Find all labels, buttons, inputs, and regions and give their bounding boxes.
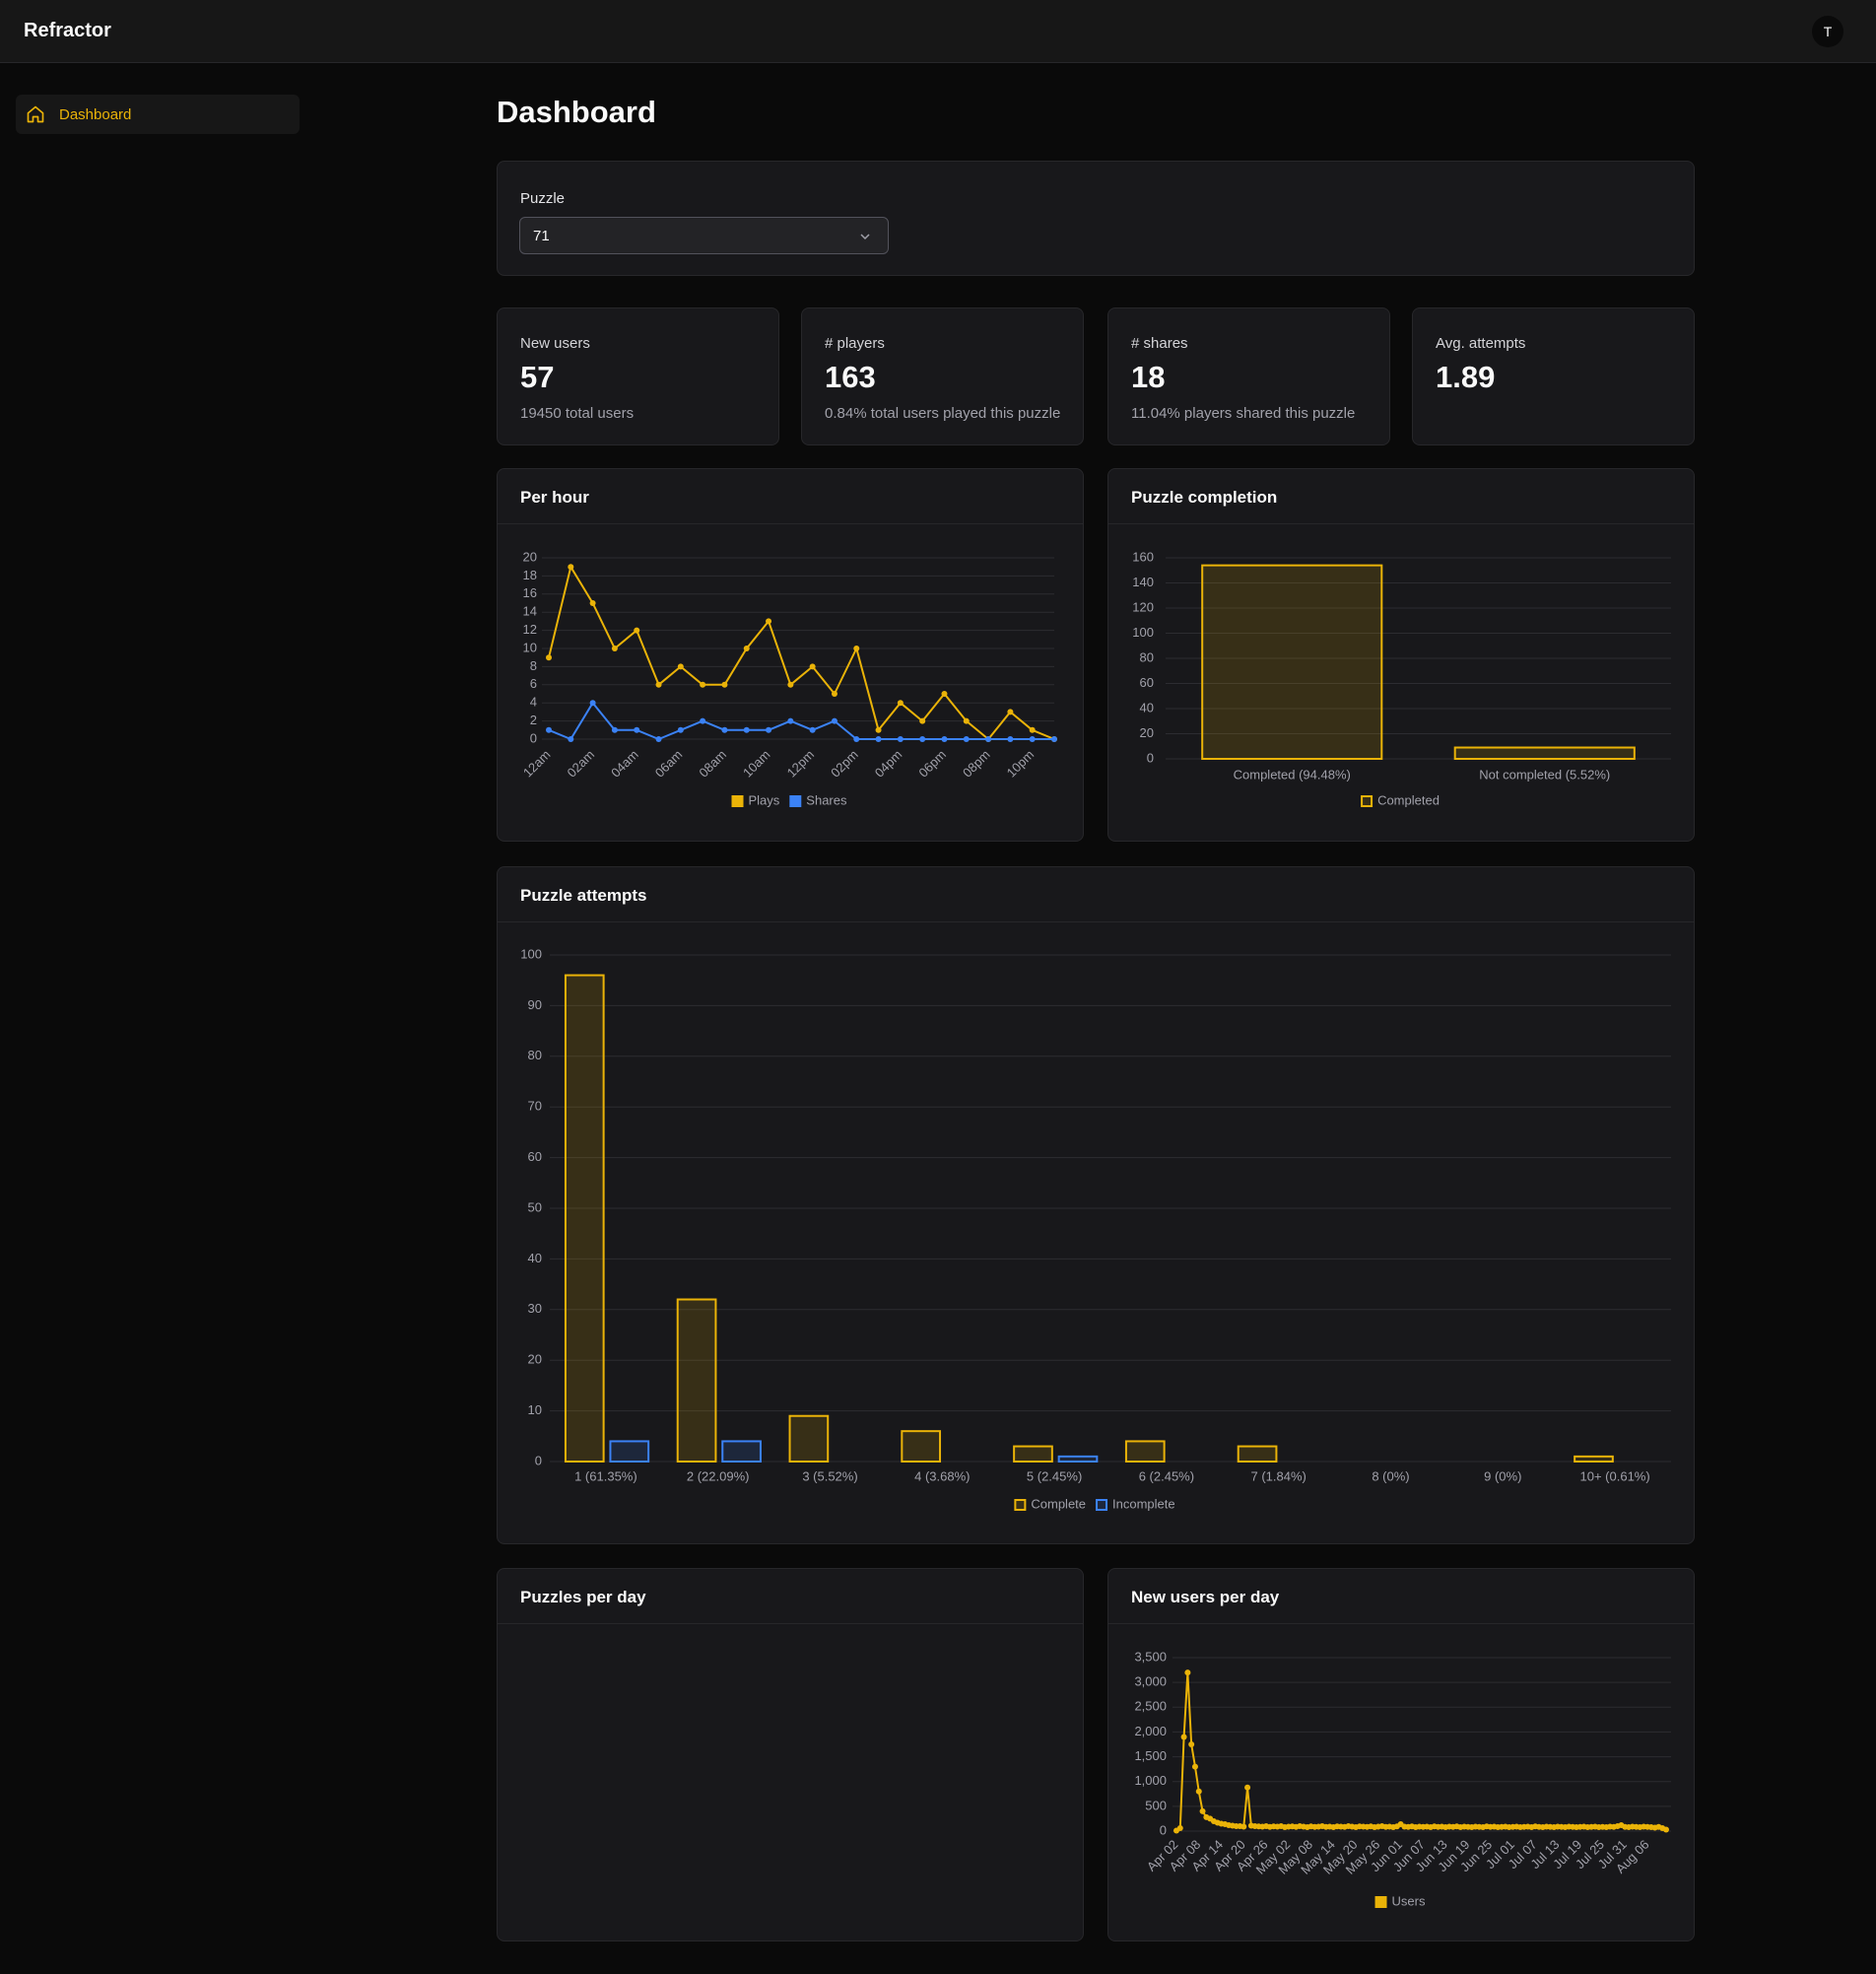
home-icon [27,105,44,123]
divider [498,523,1083,524]
header: Refractor T [0,0,1876,63]
stat-card: New users 57 19450 total users [497,307,779,445]
divider [498,1623,1083,1624]
chart-title: Puzzle completion [1131,488,1278,507]
chart-title: Puzzle attempts [520,886,647,905]
stat-label: New users [520,335,590,352]
sidebar-item[interactable]: Dashboard [16,95,300,134]
select-value: 71 [533,228,550,244]
stat-value: 1.89 [1436,360,1496,394]
chart-title: New users per day [1131,1588,1280,1606]
stat-value: 57 [520,360,555,394]
puzzle-select[interactable]: 71 [519,217,889,254]
chart-title: Puzzles per day [520,1588,646,1606]
stat-value: 18 [1131,360,1166,394]
stat-sub: 11.04% players shared this puzzle [1131,405,1356,422]
chart-card: Puzzles per day [497,1568,1084,1941]
stat-sub: 0.84% total users played this puzzle [825,405,1061,422]
filter-label: Puzzle [520,190,566,207]
sidebar-label: Dashboard [59,106,132,123]
stat-card: Avg. attempts 1.89 [1412,307,1695,445]
chart-card: New users per day [1107,1568,1695,1941]
divider [1108,1623,1694,1624]
stat-card: # shares 18 11.04% players shared this p… [1107,307,1390,445]
page-title: Dashboard [497,95,656,129]
divider [1108,523,1694,524]
divider [498,921,1694,922]
chart-card: Puzzle completion [1107,468,1695,842]
chevron [860,234,870,240]
stat-label: # shares [1131,335,1188,352]
filter-card: Puzzle 71 [497,161,1695,276]
stat-label: # players [825,335,885,352]
chart-card: Per hour [497,468,1084,842]
brand: Refractor [24,20,111,41]
stat-value: 163 [825,360,876,394]
chart-title: Per hour [520,488,589,507]
chart-card: Puzzle attempts [497,866,1695,1544]
stat-label: Avg. attempts [1436,335,1526,352]
stat-card: # players 163 0.84% total users played t… [801,307,1084,445]
avatar[interactable]: T [1812,16,1843,47]
stat-sub: 19450 total users [520,405,635,422]
